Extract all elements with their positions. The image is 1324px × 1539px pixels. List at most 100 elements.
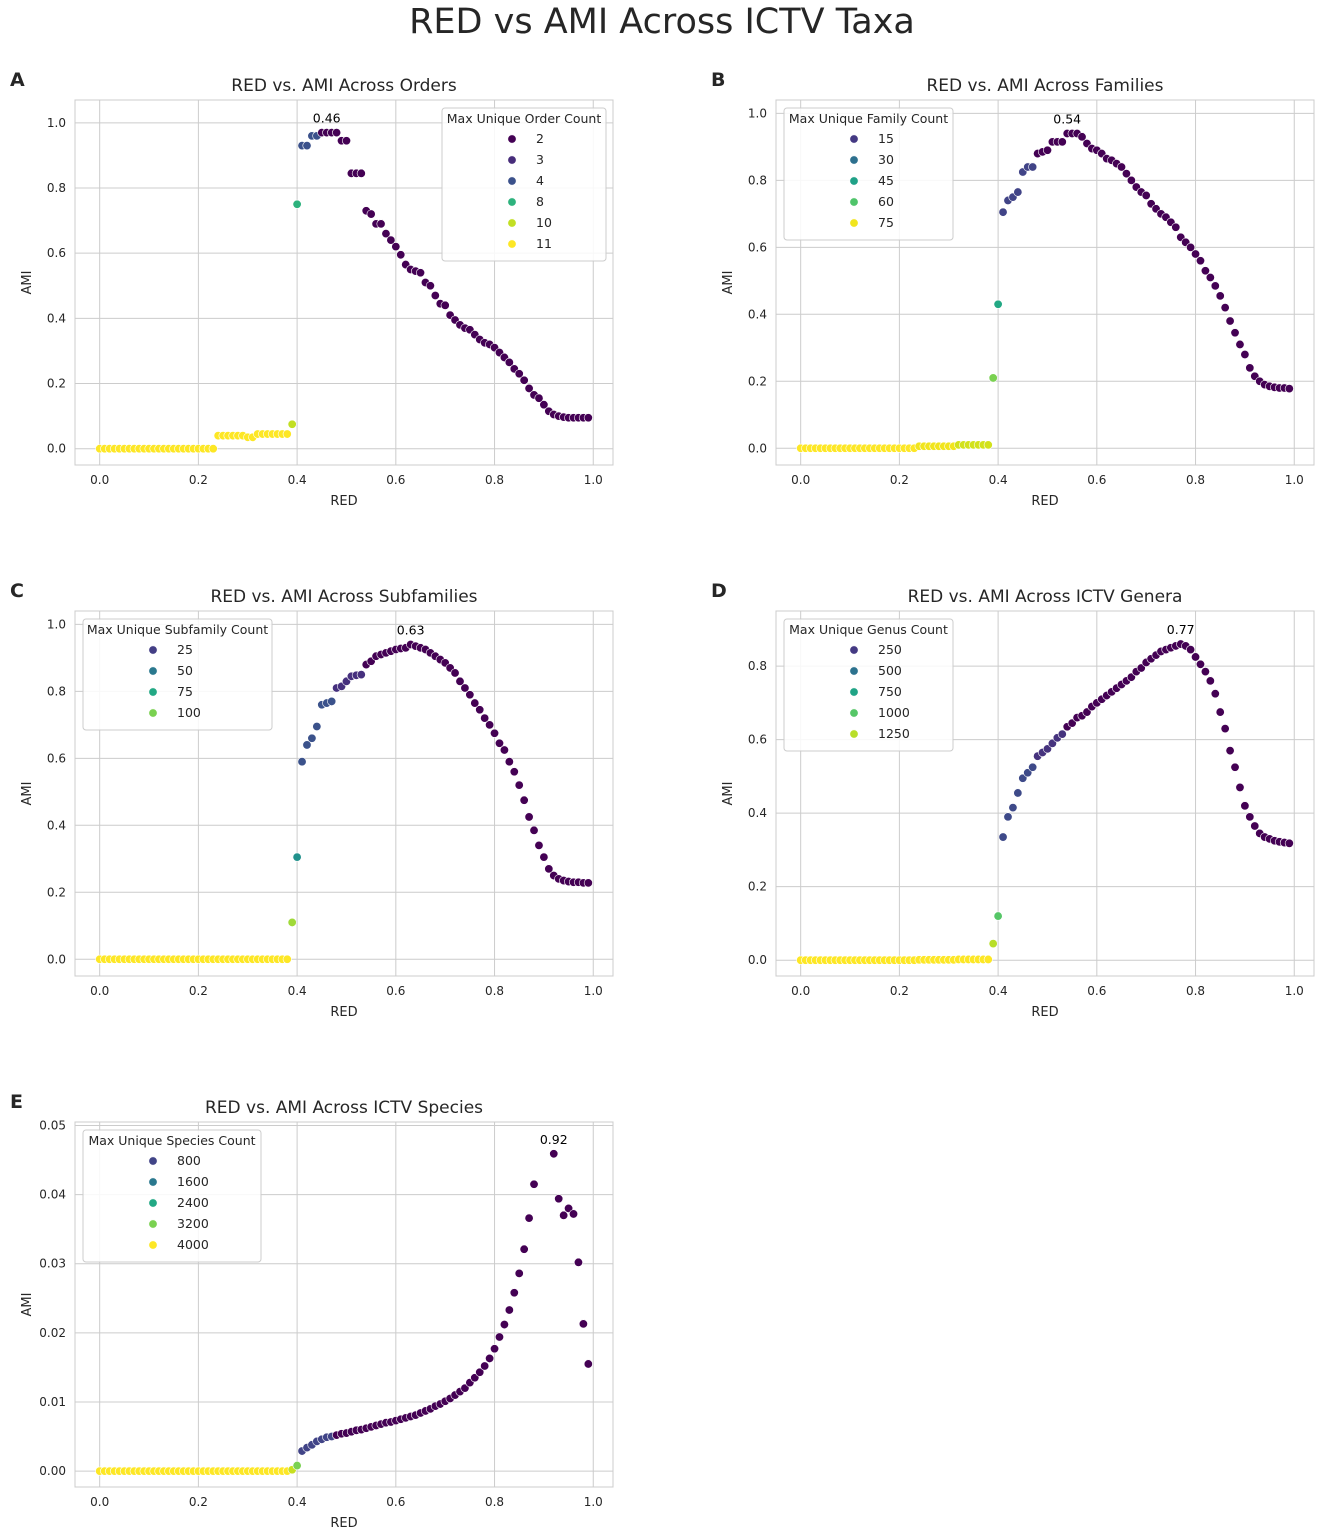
data-point — [292, 1461, 302, 1471]
legend: Max Unique Species Count 800 1600 2400 3200 4… — [82, 1129, 262, 1263]
data-point — [499, 1320, 509, 1330]
x-tick-label: 0.6 — [386, 473, 405, 487]
data-point — [302, 141, 312, 151]
legend-marker — [507, 134, 517, 144]
legend-marker — [148, 1219, 158, 1229]
data-point — [391, 242, 401, 252]
x-tick-label: 0.2 — [890, 984, 909, 998]
x-tick-label: 1.0 — [1285, 984, 1304, 998]
data-point — [1117, 162, 1127, 172]
y-tick-label: 0.6 — [748, 240, 767, 254]
data-point — [578, 1319, 588, 1329]
legend-box — [783, 618, 954, 752]
y-tick-label: 0.8 — [748, 659, 767, 673]
data-point — [282, 954, 292, 964]
y-axis-label: AMI — [20, 271, 35, 295]
chart-title: RED vs. AMI Across Subfamilies — [210, 587, 477, 607]
y-tick-label: 0.05 — [39, 1118, 66, 1132]
y-axis-label: AMI — [721, 782, 736, 806]
data-point — [480, 1361, 490, 1371]
legend-entry-label: 500 — [878, 663, 902, 678]
x-axis-label: RED — [1031, 1005, 1058, 1020]
x-tick-label: 0.8 — [485, 1495, 504, 1509]
data-point — [416, 268, 426, 278]
data-point — [450, 668, 460, 678]
y-axis-label: AMI — [20, 1293, 35, 1317]
legend-entry-label: 2400 — [177, 1195, 209, 1210]
data-point — [504, 1305, 514, 1315]
peak-annotation: 0.92 — [540, 1132, 568, 1147]
data-point — [504, 757, 514, 767]
x-tick-label: 0.0 — [90, 1495, 109, 1509]
axes-frame — [775, 610, 1315, 977]
data-point — [287, 917, 297, 927]
legend-entry-label: 1250 — [878, 726, 910, 741]
legend-marker — [148, 645, 158, 655]
data-point — [1191, 249, 1201, 259]
y-axis-label: AMI — [20, 782, 35, 806]
panel-letter: D — [711, 580, 727, 602]
panel-letter: B — [711, 69, 725, 91]
data-point — [485, 720, 495, 730]
data-point — [480, 713, 490, 723]
data-point — [524, 812, 534, 822]
legend-entry-label: 250 — [878, 642, 902, 657]
y-tick-label: 0.4 — [47, 311, 66, 325]
legend-marker — [849, 666, 859, 676]
legend-marker — [849, 729, 859, 739]
y-tick-label: 0.6 — [748, 733, 767, 747]
data-point — [485, 1353, 495, 1363]
x-tick-label: 0.8 — [1186, 473, 1205, 487]
legend-entry-label: 45 — [878, 173, 894, 188]
legend-entry-label: 800 — [177, 1153, 201, 1168]
legend: Max Unique Genus Count 250 500 750 1000 1250 — [783, 618, 954, 752]
data-point — [559, 1210, 569, 1220]
y-tick-label: 0.03 — [39, 1257, 66, 1271]
data-point — [534, 393, 544, 403]
x-tick-label: 0.6 — [386, 984, 405, 998]
legend-entry-label: 4 — [536, 173, 544, 188]
axes-frame — [74, 1121, 614, 1488]
legend-entry-label: 1000 — [878, 705, 910, 720]
chart-title: RED vs. AMI Across Families — [927, 76, 1164, 96]
legend-entry-label: 30 — [878, 152, 894, 167]
data-point — [430, 291, 440, 301]
data-point — [460, 683, 470, 693]
legend-marker — [507, 218, 517, 228]
y-tick-label: 0.00 — [39, 1464, 66, 1478]
data-point — [993, 299, 1003, 309]
data-point — [569, 1209, 579, 1219]
data-point — [381, 229, 391, 239]
data-point — [1205, 272, 1215, 282]
data-point — [499, 745, 509, 755]
data-point — [327, 696, 337, 706]
data-point — [455, 676, 465, 686]
data-point — [539, 400, 549, 410]
peak-annotation: 0.46 — [313, 111, 341, 126]
data-point — [509, 1288, 519, 1298]
data-point — [475, 1367, 485, 1377]
data-point — [292, 199, 302, 209]
x-axis-label: RED — [330, 494, 357, 509]
legend-box — [82, 1129, 262, 1263]
axes-frame — [775, 99, 1315, 466]
y-tick-label: 0.02 — [39, 1326, 66, 1340]
y-tick-label: 0.4 — [748, 806, 767, 820]
data-point — [983, 440, 993, 450]
data-point — [1013, 788, 1023, 798]
legend-marker — [148, 687, 158, 697]
data-point — [1205, 676, 1215, 686]
legend-marker — [849, 176, 859, 186]
y-tick-label: 0.0 — [748, 441, 767, 455]
legend-marker — [849, 155, 859, 165]
data-point — [490, 1344, 500, 1354]
data-point — [356, 670, 366, 680]
y-tick-label: 0.0 — [47, 442, 66, 456]
x-tick-label: 0.8 — [1186, 984, 1205, 998]
panel-a: 0.0 0.2 0.4 0.6 0.8 1.0 0.0 0.2 0.4 0.6 0.8 1.0 RED A… — [10, 69, 614, 509]
x-axis-label: RED — [330, 1516, 357, 1531]
data-point — [1077, 132, 1087, 142]
data-point — [312, 722, 322, 732]
data-point — [529, 825, 539, 835]
data-point — [356, 168, 366, 178]
